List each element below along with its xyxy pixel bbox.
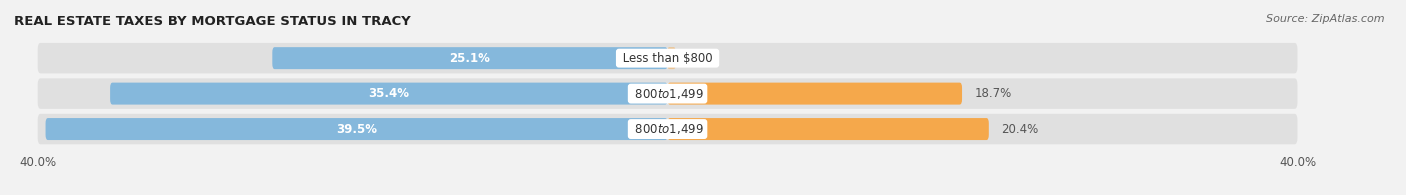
FancyBboxPatch shape [38, 43, 1298, 73]
FancyBboxPatch shape [38, 114, 1298, 144]
Text: 18.7%: 18.7% [974, 87, 1012, 100]
Text: 0.0%: 0.0% [681, 52, 710, 65]
Text: 39.5%: 39.5% [336, 122, 377, 136]
FancyBboxPatch shape [668, 83, 962, 105]
Text: Source: ZipAtlas.com: Source: ZipAtlas.com [1267, 14, 1385, 24]
FancyBboxPatch shape [273, 47, 668, 69]
Text: 20.4%: 20.4% [1001, 122, 1039, 136]
FancyBboxPatch shape [668, 118, 988, 140]
Text: Less than $800: Less than $800 [619, 52, 716, 65]
FancyBboxPatch shape [45, 118, 668, 140]
FancyBboxPatch shape [38, 78, 1298, 109]
Text: REAL ESTATE TAXES BY MORTGAGE STATUS IN TRACY: REAL ESTATE TAXES BY MORTGAGE STATUS IN … [14, 15, 411, 28]
Text: 35.4%: 35.4% [368, 87, 409, 100]
Text: $800 to $1,499: $800 to $1,499 [631, 87, 704, 101]
FancyBboxPatch shape [668, 47, 675, 69]
FancyBboxPatch shape [110, 83, 668, 105]
Text: 25.1%: 25.1% [450, 52, 491, 65]
Text: $800 to $1,499: $800 to $1,499 [631, 122, 704, 136]
